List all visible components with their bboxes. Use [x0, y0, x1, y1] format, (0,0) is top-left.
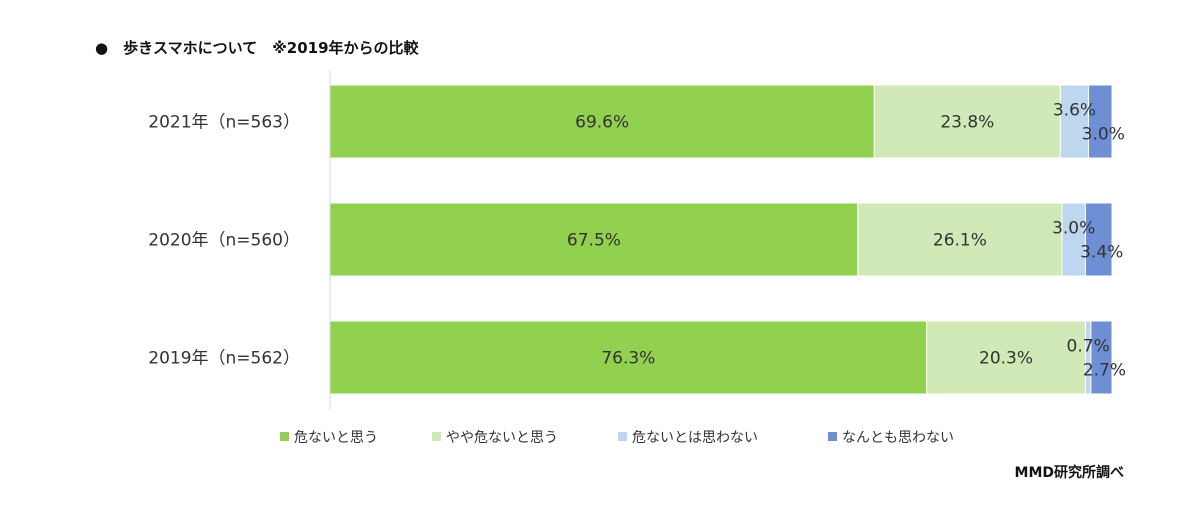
category-label: 2019年（n=562） — [148, 349, 300, 369]
data-label: 3.4% — [1080, 243, 1123, 263]
data-label: 23.8% — [940, 113, 994, 133]
bar-segment — [1059, 84, 1090, 159]
bar-segment — [1090, 320, 1113, 395]
bar-segment — [329, 320, 928, 395]
legend-swatch — [280, 432, 289, 441]
bar-segment — [926, 320, 1086, 395]
data-label: 69.6% — [575, 113, 629, 133]
legend-label: 危ないとは思わない — [632, 430, 758, 446]
category-label: 2021年（n=563） — [148, 113, 300, 133]
bar-segment — [1088, 84, 1113, 159]
data-label: 76.3% — [601, 349, 655, 369]
data-label: 2.7% — [1083, 361, 1126, 381]
legend-swatch — [828, 432, 837, 441]
bar-segment — [1084, 320, 1092, 395]
bar-segment — [329, 202, 859, 277]
legend-swatch — [432, 432, 441, 441]
data-label: 26.1% — [933, 231, 987, 251]
legend: 危ないと思う やや危ないと思う 危ないとは思わない なんとも思わない — [280, 430, 954, 446]
category-label: 2020年（n=560） — [148, 231, 300, 251]
legend-label: やや危ないと思う — [446, 430, 558, 446]
data-label: 3.0% — [1082, 125, 1125, 145]
legend-label: 危ないと思う — [294, 430, 378, 446]
legend-swatch — [618, 432, 627, 441]
data-label: 0.7% — [1067, 337, 1110, 357]
legend-label: なんとも思わない — [842, 430, 954, 446]
bar-segment — [857, 202, 1063, 277]
bar-segment — [1061, 202, 1086, 277]
data-label: 3.0% — [1052, 219, 1095, 239]
labels-layer: 2021年（n=563） 69.6% 23.8% 3.6% 3.0% 2020年（n=56… — [148, 101, 1126, 381]
data-label: 20.3% — [979, 349, 1033, 369]
bars-layer — [329, 84, 1113, 395]
bar-segment — [1084, 202, 1113, 277]
data-label: 67.5% — [567, 231, 621, 251]
bar-segment — [873, 84, 1061, 159]
source-note: MMD研究所調べ — [1014, 465, 1124, 481]
data-label: 3.6% — [1053, 101, 1096, 121]
chart-title: ● 歩きスマホについて ※2019年からの比較 — [95, 39, 419, 57]
